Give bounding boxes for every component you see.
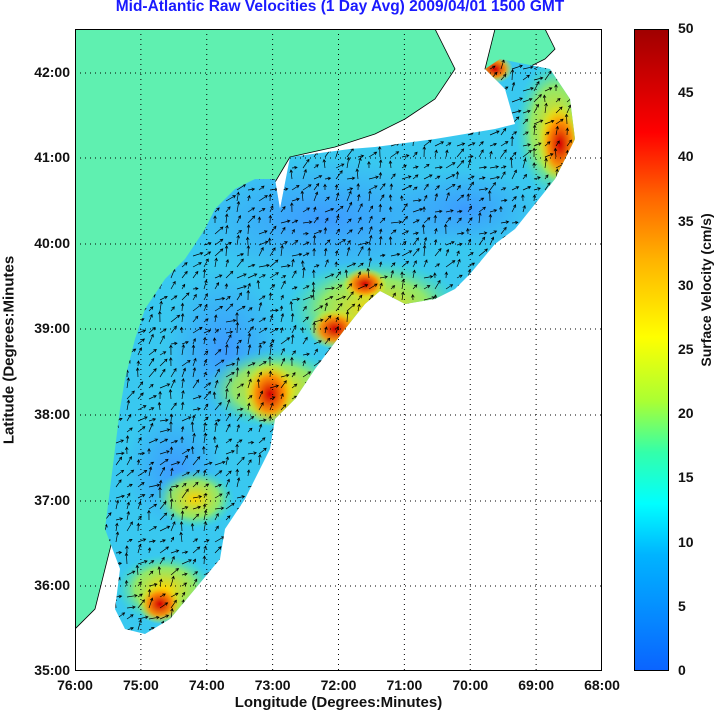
x-tick-label: 68:00 bbox=[584, 677, 620, 693]
colorbar-tick-label: 0 bbox=[678, 662, 686, 678]
map-svg bbox=[74, 28, 602, 671]
colorbar-tick-label: 20 bbox=[678, 405, 694, 422]
x-tick-label: 70:00 bbox=[452, 677, 489, 693]
grid-lines bbox=[75, 29, 602, 671]
x-tick-label: 69:00 bbox=[518, 677, 555, 693]
x-tick-label: 75:00 bbox=[122, 677, 159, 693]
y-tick-label: 35:00 bbox=[34, 662, 70, 678]
colorbar bbox=[634, 29, 669, 671]
x-tick-label: 76:00 bbox=[57, 677, 93, 693]
colorbar-tick-label: 5 bbox=[678, 597, 686, 614]
colorbar-tick-label: 10 bbox=[678, 533, 694, 550]
x-tick-label: 73:00 bbox=[254, 677, 291, 693]
colorbar-tick-label: 15 bbox=[678, 469, 694, 486]
colorbar-tick-label: 40 bbox=[678, 148, 694, 165]
chart-title: Mid-Atlantic Raw Velocities (1 Day Avg) … bbox=[115, 0, 565, 15]
y-tick-label: 42:00 bbox=[34, 64, 70, 80]
colorbar-tick-label: 30 bbox=[678, 276, 694, 293]
y-tick-label: 40:00 bbox=[34, 235, 70, 251]
y-tick-label: 37:00 bbox=[34, 492, 70, 508]
y-tick-label: 36:00 bbox=[34, 577, 70, 593]
colorbar-label: Surface Velocity (cm/s) bbox=[698, 213, 714, 367]
x-tick-label: 71:00 bbox=[386, 677, 423, 693]
x-tick-label: 74:00 bbox=[188, 677, 225, 693]
colorbar-tick-label: 25 bbox=[678, 341, 694, 357]
y-tick-label: 38:00 bbox=[34, 406, 70, 422]
map-plot-area bbox=[74, 28, 602, 671]
colorbar-tick-label: 50 bbox=[678, 20, 694, 36]
y-tick-label: 39:00 bbox=[34, 320, 70, 336]
x-axis-label: Longitude (Degrees:Minutes) bbox=[234, 694, 443, 711]
y-axis-label: Latitude (Degrees:Minutes bbox=[0, 255, 18, 445]
colorbar-tick-label: 35 bbox=[678, 212, 694, 229]
x-tick-label: 72:00 bbox=[320, 677, 357, 693]
colorbar-tick-label: 45 bbox=[678, 84, 694, 101]
y-tick-label: 41:00 bbox=[34, 149, 70, 165]
